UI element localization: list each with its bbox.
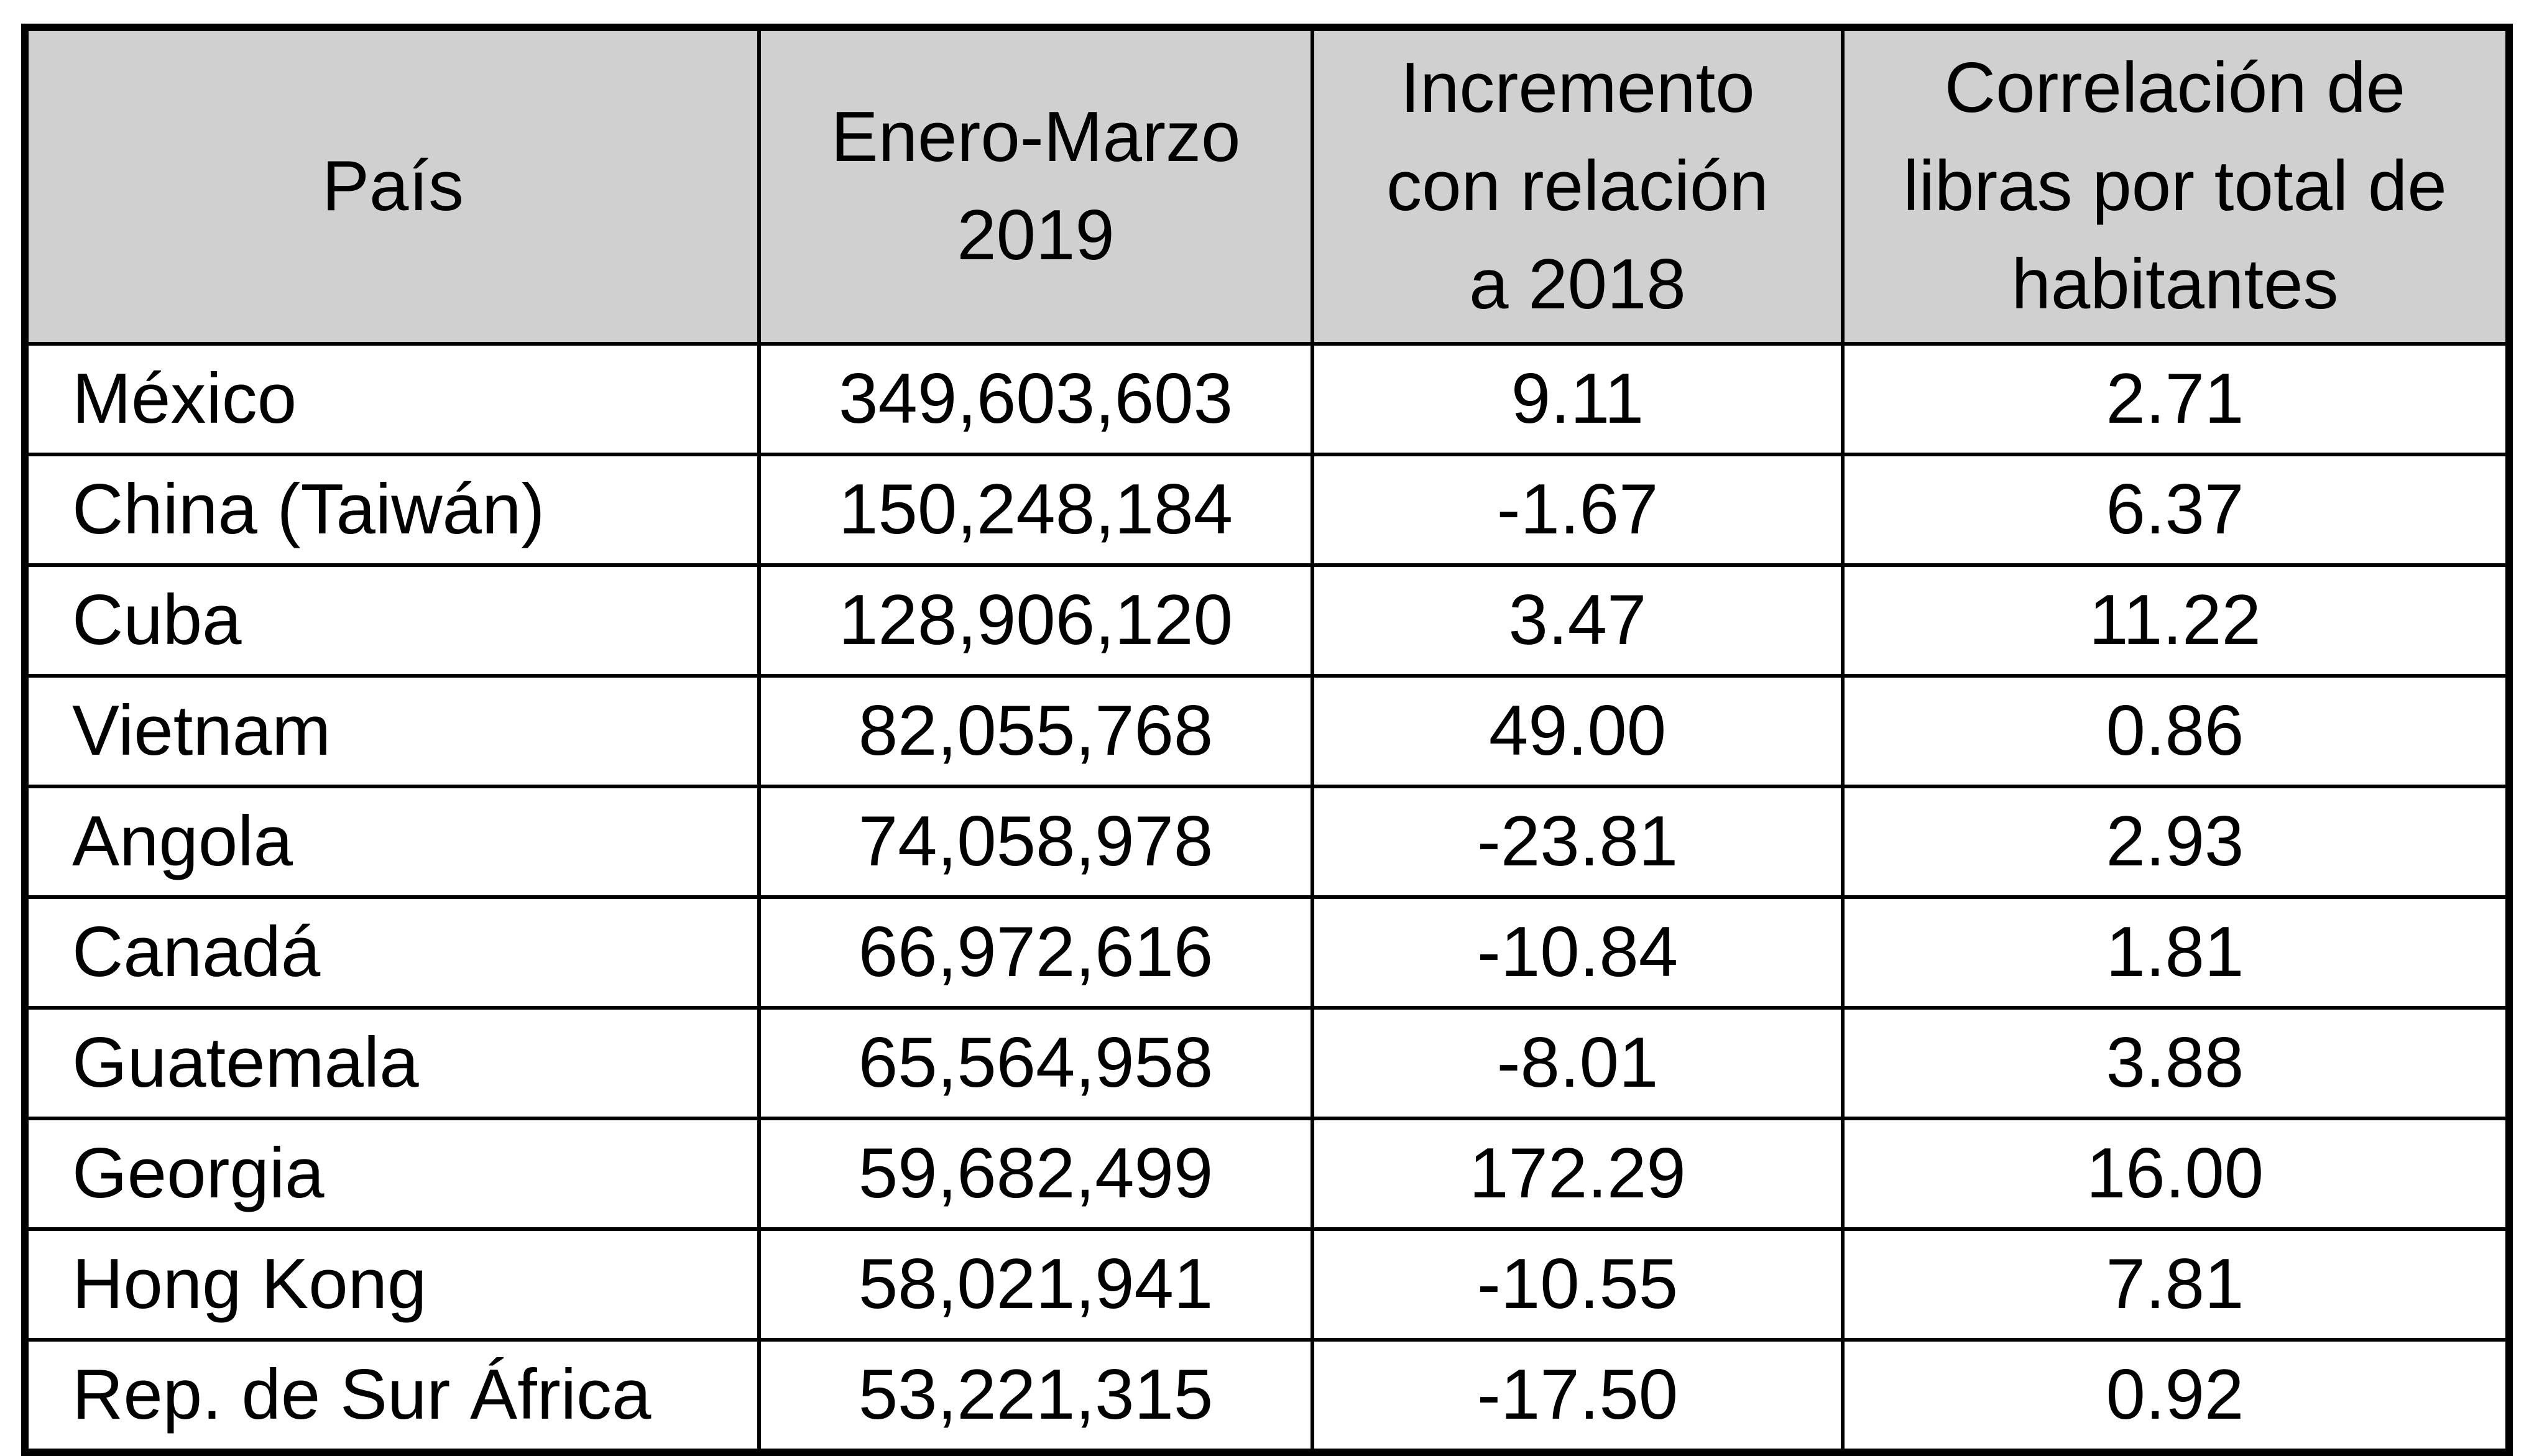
enero-marzo-cell: 82,055,768	[757, 674, 1314, 788]
incremento-cell: -8.01	[1311, 1006, 1845, 1120]
country-cell: Guatemala	[23, 1006, 761, 1120]
correlacion-cell: 2.71	[1841, 342, 2511, 456]
incremento-cell: 9.11	[1311, 342, 1845, 456]
table-row: Canadá 66,972,616 -10.84 1.81	[23, 895, 2511, 1010]
incremento-cell: 49.00	[1311, 674, 1845, 788]
country-cell: Georgia	[23, 1117, 761, 1231]
incremento-cell: -1.67	[1311, 453, 1845, 567]
enero-marzo-cell: 74,058,978	[757, 785, 1314, 899]
country-cell: Cuba	[23, 563, 761, 678]
incremento-cell: -17.50	[1311, 1338, 1845, 1454]
correlacion-cell: 1.81	[1841, 895, 2511, 1010]
enero-marzo-cell: 66,972,616	[757, 895, 1314, 1010]
correlacion-cell: 6.37	[1841, 453, 2511, 567]
table-row: China (Taiwán) 150,248,184 -1.67 6.37	[23, 453, 2511, 567]
country-cell: China (Taiwán)	[23, 453, 761, 567]
incremento-cell: 3.47	[1311, 563, 1845, 678]
table-row: Angola 74,058,978 -23.81 2.93	[23, 785, 2511, 899]
enero-marzo-cell: 58,021,941	[757, 1227, 1314, 1342]
correlacion-cell: 11.22	[1841, 563, 2511, 678]
table-row: Cuba 128,906,120 3.47 11.22	[23, 563, 2511, 678]
enero-marzo-cell: 65,564,958	[757, 1006, 1314, 1120]
country-cell: Rep. de Sur África	[23, 1338, 761, 1454]
enero-marzo-cell: 53,221,315	[757, 1338, 1314, 1454]
column-header-pais: País	[23, 25, 761, 346]
correlacion-cell: 2.93	[1841, 785, 2511, 899]
correlacion-cell: 0.92	[1841, 1338, 2511, 1454]
enero-marzo-cell: 128,906,120	[757, 563, 1314, 678]
country-cell: Angola	[23, 785, 761, 899]
incremento-cell: -23.81	[1311, 785, 1845, 899]
table-row: Hong Kong 58,021,941 -10.55 7.81	[23, 1227, 2511, 1342]
column-header-correlacion: Correlación de libras por total de habit…	[1841, 25, 2511, 346]
table-row: México 349,603,603 9.11 2.71	[23, 342, 2511, 456]
correlacion-cell: 16.00	[1841, 1117, 2511, 1231]
incremento-cell: -10.84	[1311, 895, 1845, 1010]
enero-marzo-cell: 59,682,499	[757, 1117, 1314, 1231]
country-cell: Hong Kong	[23, 1227, 761, 1342]
incremento-cell: 172.29	[1311, 1117, 1845, 1231]
correlacion-cell: 3.88	[1841, 1006, 2511, 1120]
table-row: Guatemala 65,564,958 -8.01 3.88	[23, 1006, 2511, 1120]
country-cell: Canadá	[23, 895, 761, 1010]
enero-marzo-cell: 150,248,184	[757, 453, 1314, 567]
correlacion-cell: 7.81	[1841, 1227, 2511, 1342]
table-row: Georgia 59,682,499 172.29 16.00	[23, 1117, 2511, 1231]
table-row: Rep. de Sur África 53,221,315 -17.50 0.9…	[23, 1338, 2511, 1454]
countries-data-table: País Enero-Marzo 2019 Incremento con rel…	[21, 24, 2513, 1456]
column-header-enero-marzo: Enero-Marzo 2019	[757, 25, 1314, 346]
header-row: País Enero-Marzo 2019 Incremento con rel…	[23, 25, 2511, 346]
correlacion-cell: 0.86	[1841, 674, 2511, 788]
incremento-cell: -10.55	[1311, 1227, 1845, 1342]
enero-marzo-cell: 349,603,603	[757, 342, 1314, 456]
table-row: Vietnam 82,055,768 49.00 0.86	[23, 674, 2511, 788]
country-cell: Vietnam	[23, 674, 761, 788]
country-cell: México	[23, 342, 761, 456]
column-header-incremento: Incremento con relación a 2018	[1311, 25, 1845, 346]
